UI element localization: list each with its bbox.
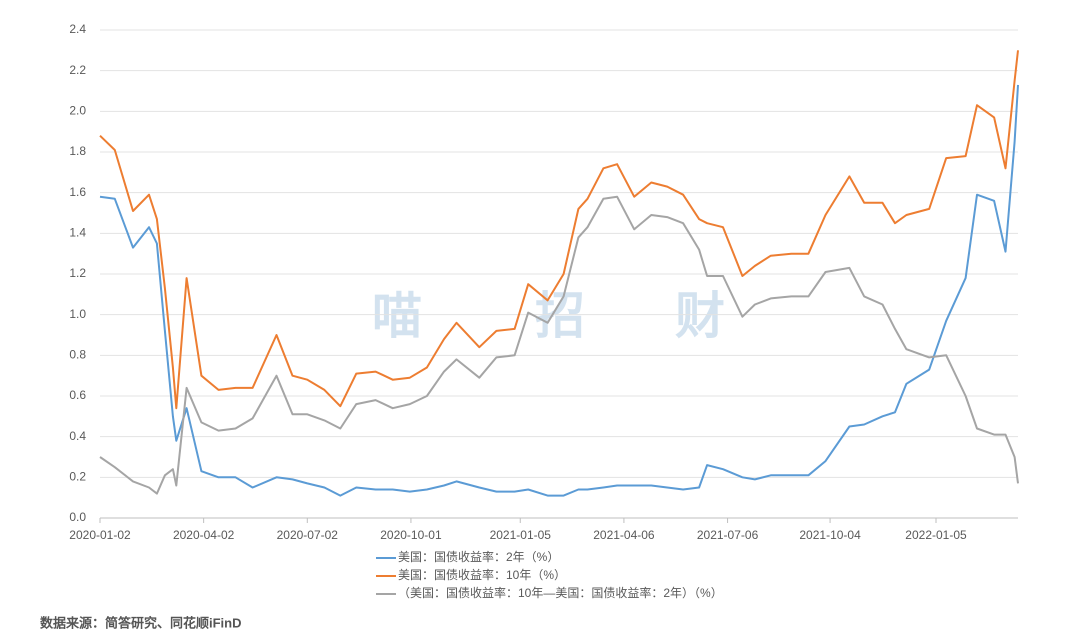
- source: 数据来源：简答研究、同花顺iFinD: [40, 615, 242, 630]
- y-tick-label: 0.0: [69, 510, 86, 524]
- watermark: 喵: [372, 288, 422, 344]
- y-tick-label: 1.8: [69, 144, 86, 158]
- x-tick-label: 2021-01-05: [490, 528, 552, 542]
- y-tick-label: 0.4: [69, 429, 86, 443]
- y-tick-label: 1.4: [69, 226, 86, 240]
- y-tick-label: 0.8: [69, 348, 86, 362]
- x-tick-label: 2020-04-02: [173, 528, 235, 542]
- x-tick-label: 2020-10-01: [380, 528, 442, 542]
- legend-label: 美国：国债收益率：10年（%）: [398, 567, 566, 582]
- plot: 0.0 0.2 0.4 0.6 0.8 1.0 1.2 1.4 1.6 1.8 2.0 2.2 2.4 2…: [69, 22, 1019, 600]
- x-tick-label: 2020-07-02: [277, 528, 339, 542]
- series-line: [99, 84, 1019, 497]
- y-tick-label: 2.2: [69, 63, 86, 77]
- y-tick-label: 0.6: [69, 388, 86, 402]
- y-tick-label: 1.6: [69, 185, 86, 199]
- x-tick-label: 2021-07-06: [697, 528, 759, 542]
- series-line: [99, 50, 1019, 410]
- watermark: 财: [675, 288, 725, 344]
- x-tick-label: 2021-10-04: [799, 528, 861, 542]
- series-line: [99, 195, 1019, 495]
- legend-label: （美国：国债收益率：10年—美国：国债收益率：2年）（%）: [398, 585, 723, 600]
- legend-label: 美国：国债收益率：2年（%）: [398, 549, 559, 564]
- x-tick-label: 2021-04-06: [593, 528, 655, 542]
- x-tick-label: 2020-01-02: [69, 528, 131, 542]
- y-tick-label: 0.2: [69, 470, 86, 484]
- y-tick-label: 1.2: [69, 266, 86, 280]
- x-tick-label: 2022-01-05: [905, 528, 967, 542]
- y-tick-label: 1.0: [69, 307, 86, 321]
- y-tick-label: 2.0: [69, 104, 86, 118]
- y-tick-label: 2.4: [69, 22, 86, 36]
